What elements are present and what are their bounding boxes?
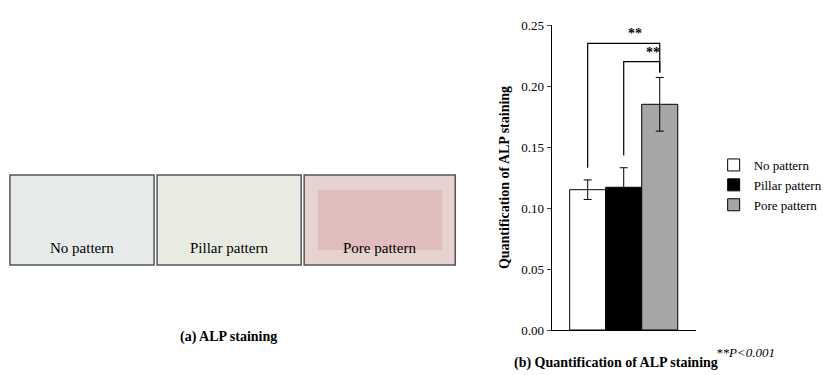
svg-text:Pillar pattern: Pillar pattern bbox=[754, 178, 822, 193]
svg-text:0.00: 0.00 bbox=[521, 323, 544, 338]
svg-text:No pattern: No pattern bbox=[50, 240, 114, 256]
svg-text:Pore pattern: Pore pattern bbox=[754, 198, 818, 213]
svg-text:(a) ALP staining: (a) ALP staining bbox=[180, 329, 277, 345]
svg-text:(b) Quantification of ALP stai: (b) Quantification of ALP staining bbox=[514, 355, 718, 371]
svg-text:Pore pattern: Pore pattern bbox=[343, 240, 416, 256]
svg-text:0.25: 0.25 bbox=[521, 18, 544, 33]
svg-text:**: ** bbox=[646, 45, 660, 60]
svg-text:Quantification of ALP staining: Quantification of ALP staining bbox=[497, 86, 512, 269]
svg-text:**: ** bbox=[628, 26, 642, 41]
svg-text:0.05: 0.05 bbox=[521, 262, 544, 277]
svg-text:0.10: 0.10 bbox=[521, 201, 544, 216]
svg-text:**P<0.001: **P<0.001 bbox=[716, 345, 775, 360]
svg-text:No pattern: No pattern bbox=[754, 158, 810, 173]
svg-text:0.20: 0.20 bbox=[521, 79, 544, 94]
svg-text:0.15: 0.15 bbox=[521, 140, 544, 155]
svg-text:Pillar pattern: Pillar pattern bbox=[190, 240, 268, 256]
